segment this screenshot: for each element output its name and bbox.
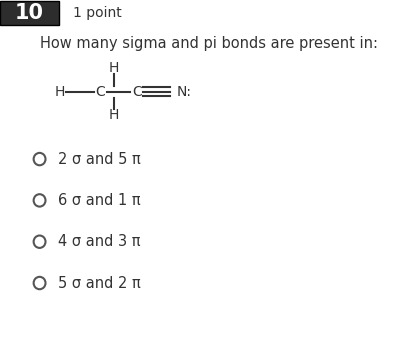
Text: C: C: [96, 85, 106, 99]
Text: H: H: [108, 61, 119, 75]
Text: 6 σ and 1 π: 6 σ and 1 π: [58, 193, 140, 208]
FancyBboxPatch shape: [0, 1, 60, 25]
Text: 4 σ and 3 π: 4 σ and 3 π: [58, 234, 140, 249]
Text: 10: 10: [15, 3, 44, 23]
Text: How many sigma and pi bonds are present in:: How many sigma and pi bonds are present …: [40, 36, 378, 51]
Text: 1 point: 1 point: [73, 6, 121, 20]
Text: C: C: [132, 85, 142, 99]
Text: H: H: [54, 85, 65, 99]
Text: 5 σ and 2 π: 5 σ and 2 π: [58, 276, 141, 290]
Text: H: H: [108, 108, 119, 122]
Text: 2 σ and 5 π: 2 σ and 5 π: [58, 151, 141, 167]
Text: N:: N:: [176, 85, 191, 99]
